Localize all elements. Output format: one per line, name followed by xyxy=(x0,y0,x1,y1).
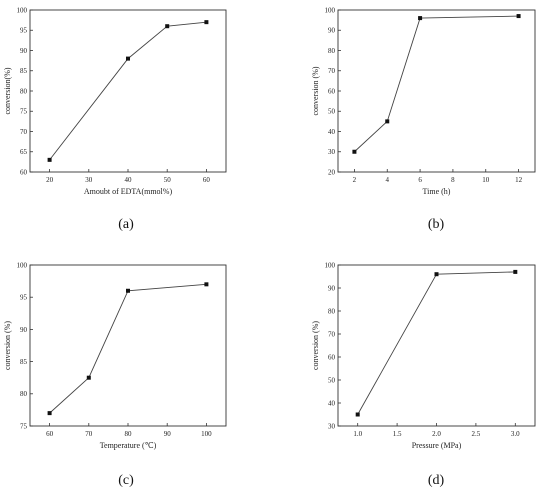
x-tick-label: 100 xyxy=(201,430,212,438)
x-tick-label: 8 xyxy=(451,176,455,184)
y-tick-label: 40 xyxy=(328,128,336,136)
chart-panel-d: 1.0 1.5 2.0 2.5 3.0 30 40 50 60 70 80 90 100 Pressure… xyxy=(311,261,536,488)
y-tick-label: 30 xyxy=(328,148,336,156)
y-axis-label: conversion (%) xyxy=(311,321,320,370)
y-tick-label: 100 xyxy=(17,6,28,14)
y-tick-label: 90 xyxy=(328,284,336,292)
y-tick-label: 90 xyxy=(328,27,336,35)
x-tick-label: 50 xyxy=(164,176,172,184)
data-point xyxy=(204,20,209,25)
chart-panel-c: 60 70 80 90 100 75 80 85 90 95 100 Temperature (℃) c… xyxy=(3,261,227,488)
y-tick-label: 95 xyxy=(20,27,28,35)
y-tick-label: 50 xyxy=(328,108,336,116)
x-tick-label: 1.0 xyxy=(353,430,362,438)
x-tick-label: 10 xyxy=(482,176,490,184)
x-tick-label: 60 xyxy=(46,430,54,438)
y-tick-label: 60 xyxy=(328,87,336,95)
data-point xyxy=(352,149,357,154)
y-tick-label: 100 xyxy=(325,261,336,269)
y-tick-label: 60 xyxy=(20,168,28,176)
data-point xyxy=(165,24,170,29)
data-point xyxy=(513,269,518,274)
y-tick-label: 80 xyxy=(20,87,28,95)
y-tick-label: 30 xyxy=(328,422,336,430)
y-tick-label: 75 xyxy=(20,108,28,116)
x-tick-label: 40 xyxy=(125,176,133,184)
x-axis-label: Amoubt of EDTA(mmol%) xyxy=(84,187,173,196)
x-tick-label: 2 xyxy=(353,176,357,184)
x-tick-label: 60 xyxy=(203,176,211,184)
y-tick-label: 70 xyxy=(328,67,336,75)
data-point xyxy=(418,16,423,21)
data-point xyxy=(516,14,521,19)
series-line xyxy=(354,15,519,153)
data-point xyxy=(47,411,52,416)
data-point xyxy=(204,282,209,287)
panel-label: (c) xyxy=(118,473,134,488)
y-tick-label: 20 xyxy=(328,168,336,176)
plot-frame xyxy=(337,9,536,173)
y-tick-label: 90 xyxy=(20,326,28,334)
y-tick-label: 80 xyxy=(328,307,336,315)
panel-label: (b) xyxy=(428,217,445,232)
y-tick-label: 100 xyxy=(17,261,28,269)
panel-label: (d) xyxy=(428,473,445,488)
series-line xyxy=(357,271,516,415)
y-tick-label: 95 xyxy=(20,294,28,302)
y-tick-label: 60 xyxy=(328,353,336,361)
panel-label: (a) xyxy=(118,217,134,232)
y-tick-label: 50 xyxy=(328,376,336,384)
x-tick-label: 2.0 xyxy=(432,430,441,438)
y-axis-label: conversion (%) xyxy=(311,66,320,115)
x-tick-label: 20 xyxy=(46,176,54,184)
data-point xyxy=(47,157,52,162)
y-tick-label: 75 xyxy=(20,422,28,430)
data-point xyxy=(126,288,130,293)
data-point xyxy=(355,412,360,417)
x-tick-label: 80 xyxy=(125,430,133,438)
data-point xyxy=(434,272,439,277)
chart-panel-b: 2 4 6 8 10 12 20 30 40 50 60 70 80 90 100 Time (h) conve… xyxy=(311,6,536,232)
x-tick-label: 90 xyxy=(164,430,172,438)
x-tick-label: 3.0 xyxy=(511,430,520,438)
x-axis-label: Temperature (℃) xyxy=(100,441,157,450)
plot-frame xyxy=(337,264,536,427)
x-axis-label: Pressure (MPa) xyxy=(412,441,462,450)
y-tick-label: 70 xyxy=(20,128,28,136)
y-tick-label: 80 xyxy=(328,47,336,55)
y-axis-label: conversion(%) xyxy=(3,67,12,114)
y-tick-label: 85 xyxy=(20,67,28,75)
y-tick-label: 90 xyxy=(20,47,28,55)
y-tick-label: 100 xyxy=(325,6,336,14)
x-tick-label: 30 xyxy=(85,176,93,184)
y-tick-label: 40 xyxy=(328,399,336,407)
x-tick-label: 6 xyxy=(418,176,422,184)
series-line xyxy=(49,21,207,161)
y-tick-label: 85 xyxy=(20,358,28,366)
x-tick-label: 4 xyxy=(386,176,390,184)
x-tick-label: 2.5 xyxy=(472,430,481,438)
y-axis-label: conversion (%) xyxy=(3,321,12,370)
data-point xyxy=(126,56,130,61)
chart-panel-a: 20 30 40 50 60 60 65 70 75 80 85 90 95 100 Amoubt of E… xyxy=(3,6,227,232)
y-tick-label: 80 xyxy=(20,390,28,398)
x-tick-label: 12 xyxy=(515,176,523,184)
y-tick-label: 65 xyxy=(20,148,28,156)
data-point xyxy=(385,119,390,124)
x-tick-label: 1.5 xyxy=(393,430,402,438)
x-axis-label: Time (h) xyxy=(423,187,451,196)
data-point xyxy=(86,375,91,380)
series-line xyxy=(49,283,207,414)
x-tick-label: 70 xyxy=(85,430,93,438)
y-tick-label: 70 xyxy=(328,330,336,338)
